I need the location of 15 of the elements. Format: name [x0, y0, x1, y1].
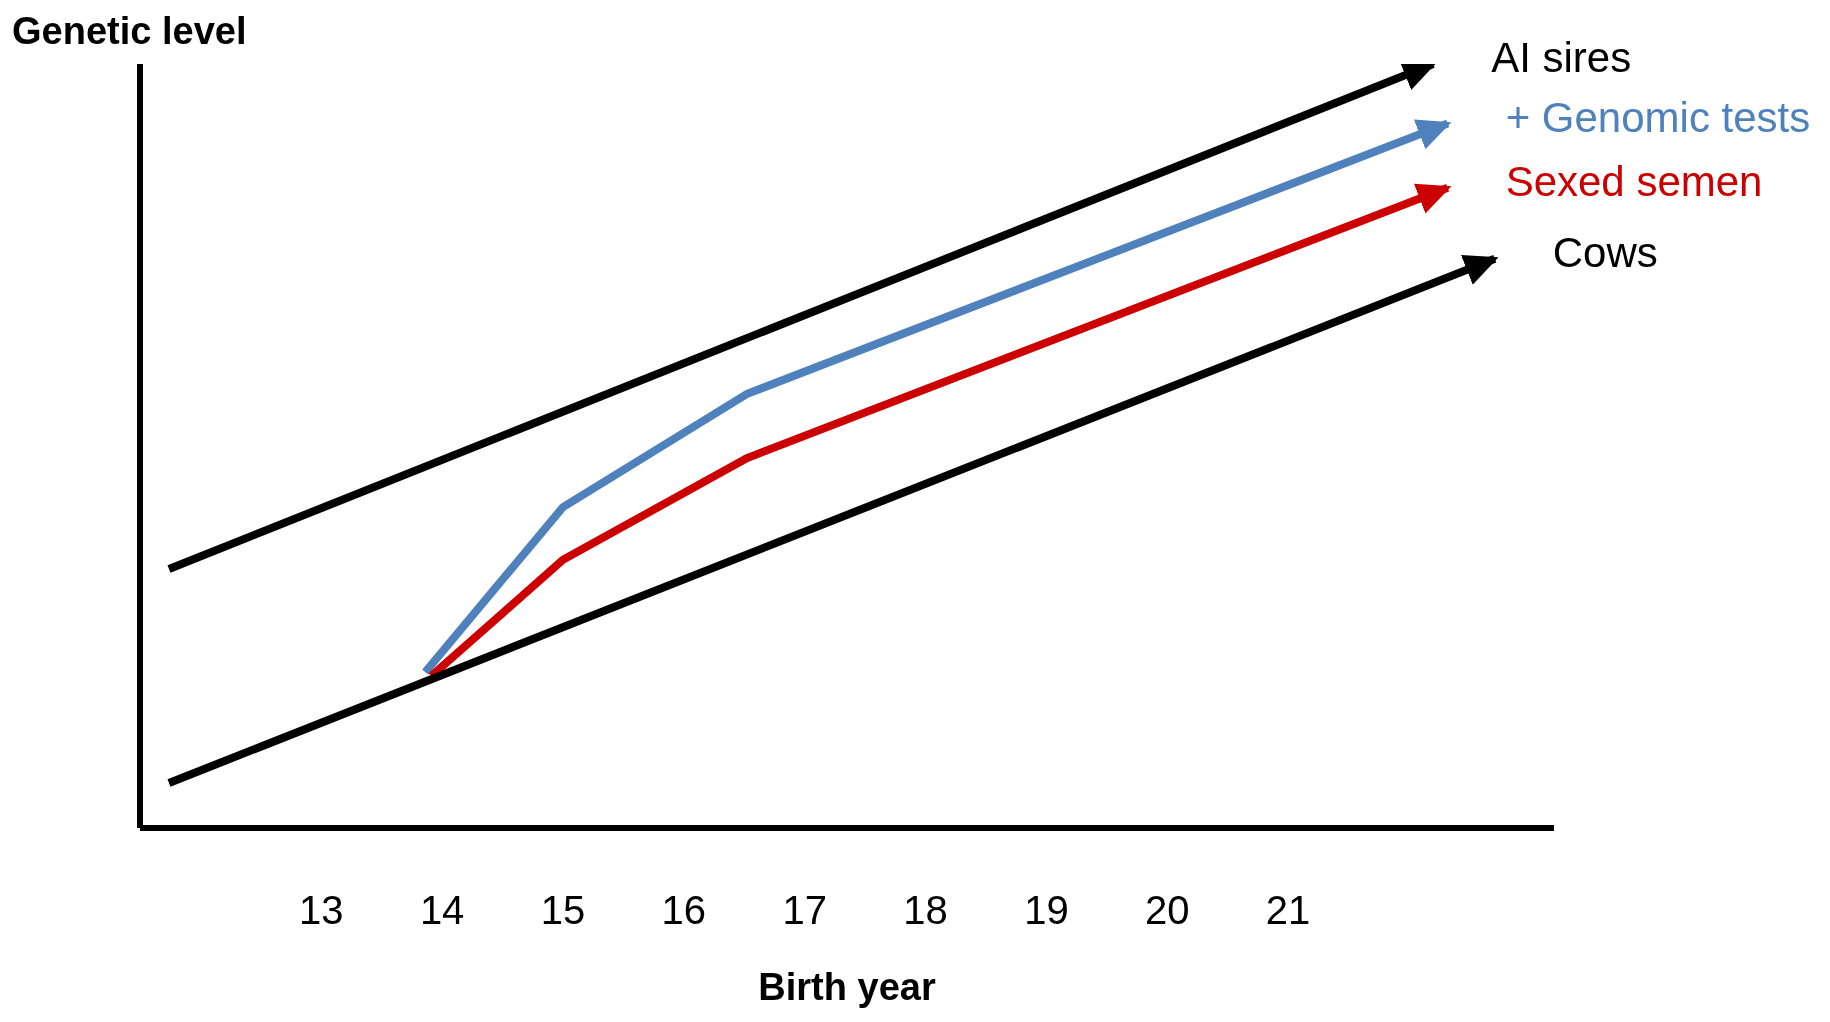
y-axis-title: Genetic level	[12, 9, 247, 54]
x-tick-label: 14	[419, 888, 465, 933]
series-label: Cows	[1552, 228, 1658, 277]
x-tick-label: 16	[661, 888, 707, 933]
x-tick-label: 13	[299, 888, 344, 933]
x-tick-label: 18	[903, 888, 948, 933]
series-label: + Genomic tests	[1505, 93, 1811, 142]
x-tick-label: 17	[782, 888, 827, 933]
x-axis-title: Birth year	[758, 966, 936, 1008]
series-label: Sexed semen	[1505, 157, 1763, 206]
x-tick-label: 15	[540, 888, 586, 933]
series-label: AI sires	[1491, 34, 1632, 82]
x-tick-label: 19	[1024, 888, 1069, 933]
x-tick-label: 20	[1145, 888, 1190, 933]
x-tick-label: 21	[1265, 888, 1311, 933]
